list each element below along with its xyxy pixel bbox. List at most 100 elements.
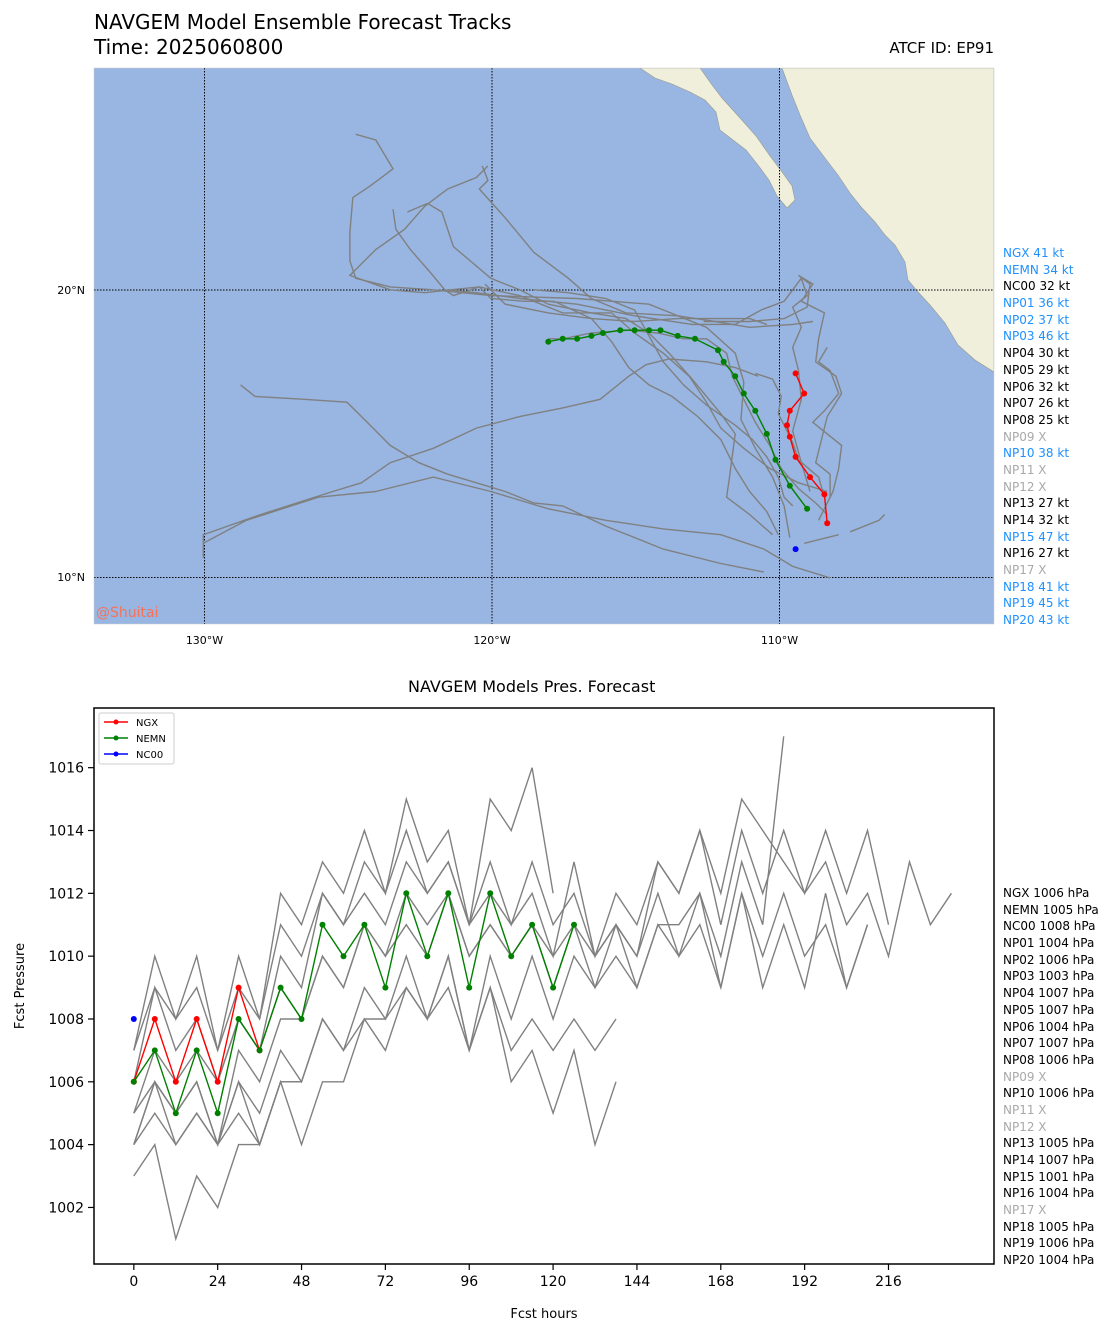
- member-track: [484, 283, 768, 326]
- intensity-label: NP02 37 kt: [1003, 312, 1070, 327]
- nemn-track-point: [752, 407, 759, 414]
- nemn-track-point: [617, 327, 624, 334]
- intensity-label: NP05 29 kt: [1003, 362, 1070, 377]
- intensity-label: NP03 46 kt: [1003, 329, 1070, 344]
- nemn-track-point: [574, 335, 581, 342]
- pressure-xtick-label: 72: [376, 1274, 394, 1290]
- pressure-label: NP18 1005 hPa: [1003, 1219, 1095, 1234]
- legend-label-ngx: NGX: [136, 718, 158, 729]
- nc00-track-point: [792, 546, 799, 553]
- ngx-track-point: [786, 433, 793, 440]
- pressure-label: NP06 1004 hPa: [1003, 1019, 1095, 1034]
- nemn-track-point: [631, 327, 638, 334]
- nemn-track-point: [545, 338, 552, 345]
- member-track: [240, 384, 765, 573]
- pressure-ylabel: Fcst Pressure: [13, 943, 28, 1029]
- ngx-pressure-point: [151, 1016, 158, 1022]
- pressure-label: NP15 1001 hPa: [1003, 1169, 1095, 1184]
- ngx-track-point: [824, 520, 831, 527]
- nemn-track-point: [732, 373, 739, 380]
- pressure-xlabel: Fcst hours: [510, 1307, 577, 1322]
- member-track: [447, 276, 811, 492]
- intensity-label: NP01 36 kt: [1003, 296, 1070, 311]
- member-track: [202, 476, 831, 579]
- nemn-track-point: [657, 327, 664, 334]
- intensity-label: NP19 45 kt: [1003, 596, 1070, 611]
- intensity-label: NP14 32 kt: [1003, 513, 1070, 527]
- intensity-label: NC00 32 kt: [1003, 279, 1071, 294]
- pressure-xtick-label: 216: [875, 1274, 902, 1290]
- member-track: [703, 274, 843, 498]
- pressure-label: NGX 1006 hPa: [1003, 886, 1090, 900]
- pressure-line-layer: [130, 736, 952, 1242]
- pressure-xtick-label: 24: [209, 1274, 227, 1290]
- nemn-pressure-point: [151, 1047, 158, 1054]
- pressure-ytick-label: 1004: [48, 1138, 84, 1154]
- nemn-pressure-line: [133, 890, 575, 1116]
- pressure-ytick-label: 1016: [48, 761, 84, 777]
- intensity-label: NP10 38 kt: [1003, 446, 1070, 461]
- nemn-pressure-point: [298, 1016, 305, 1022]
- pressure-ytick-label: 1006: [48, 1075, 84, 1091]
- map-ytick-label-10n: 10°N: [57, 571, 85, 584]
- ngx-pressure-point: [193, 1016, 200, 1022]
- pressure-ytick-label: 1002: [48, 1200, 84, 1216]
- member-track: [533, 289, 794, 507]
- intensity-label-list: NGX 41 kt NEMN 34 kt NC00 32 kt NP01 36 kt N…: [1003, 245, 1073, 629]
- pressure-label: NP13 1005 hPa: [1003, 1136, 1095, 1151]
- pressure-label: NP09 X: [1003, 1069, 1047, 1084]
- nemn-track-point: [692, 335, 698, 342]
- member-track: [202, 358, 759, 558]
- nemn-pressure-point: [277, 984, 284, 991]
- pressure-label: NP14 1007 hPa: [1003, 1153, 1095, 1167]
- ngx-track-point: [784, 422, 790, 429]
- legend-marker-nemn: [113, 735, 119, 741]
- nemn-track-point: [740, 390, 747, 397]
- map-ytick-label-20n: 20°N: [57, 284, 85, 297]
- intensity-label: NP18 41 kt: [1003, 579, 1070, 594]
- pressure-label-list: NGX 1006 hPa NEMN 1005 hPa NC00 1008 hPa NP…: [1003, 885, 1099, 1269]
- intensity-label: NP17 X: [1003, 563, 1047, 578]
- member-track: [478, 165, 813, 329]
- legend-marker-nc00: [113, 751, 119, 757]
- member-pressure-line: [133, 984, 617, 1148]
- nemn-pressure-point: [487, 890, 494, 897]
- intensity-label: NP20 43 kt: [1003, 613, 1070, 628]
- pressure-label: NP11 X: [1003, 1102, 1047, 1117]
- nemn-pressure-point: [508, 953, 515, 960]
- nemn-track-point: [674, 332, 681, 339]
- nemn-pressure-point: [382, 984, 389, 991]
- pressure-label: NP01 1004 hPa: [1003, 936, 1095, 951]
- intensity-label: NP12 X: [1003, 479, 1047, 494]
- ngx-pressure-point: [172, 1078, 179, 1085]
- ngx-track-point: [807, 474, 813, 481]
- nemn-pressure-point: [361, 921, 368, 928]
- nemn-pressure-point: [319, 921, 326, 928]
- intensity-label: NP04 30 kt: [1003, 346, 1070, 361]
- map-track-layer: [202, 133, 886, 579]
- pressure-label: NP08 1006 hPa: [1003, 1052, 1095, 1067]
- nemn-track-point: [588, 332, 595, 339]
- pressure-chart-title: NAVGEM Models Pres. Forecast: [408, 677, 656, 696]
- ngx-track-point: [792, 370, 799, 377]
- nemn-pressure-point: [214, 1110, 221, 1117]
- pressure-ytick-label: 1012: [48, 886, 84, 902]
- pressure-ytick-label: 1010: [48, 949, 84, 965]
- ngx-track-point: [821, 491, 828, 498]
- nemn-track-point: [772, 456, 779, 463]
- nemn-track-point: [720, 358, 727, 365]
- pressure-ytick-label: 1014: [48, 824, 84, 840]
- member-track: [811, 347, 843, 521]
- pressure-label: NP07 1007 hPa: [1003, 1036, 1095, 1051]
- intensity-label: NP16 27 kt: [1003, 546, 1070, 561]
- pressure-xtick-label: 96: [460, 1274, 478, 1290]
- intensity-label: NP09 X: [1003, 429, 1047, 444]
- map-xtick-label-130w: 130°W: [186, 634, 223, 647]
- nc00-pressure-point: [130, 1016, 137, 1022]
- map-title: NAVGEM Model Ensemble Forecast Tracks: [94, 10, 512, 34]
- pressure-legend-box: [98, 712, 175, 765]
- ngx-track-point: [801, 390, 808, 397]
- nemn-track-point: [763, 430, 770, 437]
- pressure-chart: 0 24 48 72 96 120 144 168 192 216 1002 1004 1006 1008…: [13, 707, 995, 1322]
- member-pressure-line: [133, 1081, 302, 1242]
